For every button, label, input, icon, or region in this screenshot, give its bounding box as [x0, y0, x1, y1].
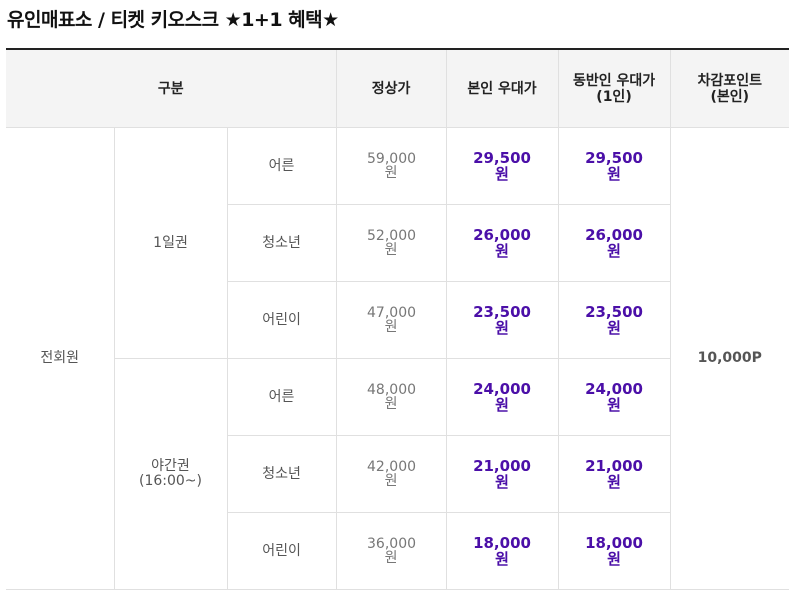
table-row: 청소년 42,000 원 21,000 원 21,000 원 [6, 435, 789, 513]
self-discount-cell: 29,500 원 [445, 127, 559, 205]
currency-unit: 원 [495, 164, 509, 183]
table-row: 전회원 1일권 어른 59,000 원 29,500 원 29,500 원 10,00… [6, 127, 790, 590]
header-regular-price: 정상가 [335, 49, 447, 128]
age-group-cell: 어른 [226, 127, 337, 205]
currency-unit: 원 [384, 395, 398, 412]
regular-price-value: 48,000 [367, 381, 417, 398]
currency-unit: 원 [495, 241, 509, 260]
regular-price-cell: 52,000 원 [335, 204, 447, 282]
self-discount-cell: 24,000 원 [445, 358, 559, 436]
regular-price-value: 59,000 [367, 150, 417, 167]
currency-unit: 원 [607, 549, 621, 568]
companion-discount-value: 18,000 [585, 533, 643, 552]
ticket-type-cell: 1일권 [113, 127, 227, 359]
companion-discount-value: 24,000 [585, 379, 643, 398]
currency-unit: 원 [384, 549, 398, 566]
table-row: 어린이 47,000 원 23,500 원 23,500 원 [6, 281, 789, 359]
regular-price-value: 42,000 [367, 458, 417, 475]
companion-discount-value: 26,000 [585, 225, 643, 244]
self-discount-cell: 18,000 원 [445, 512, 559, 590]
self-discount-value: 26,000 [473, 225, 531, 244]
header-companion-line2: (1인) [596, 88, 632, 105]
currency-unit: 원 [607, 318, 621, 337]
ticket-price-table: 구분 정상가 본인 우대가 동반인 우대가 (1인) 차감포인트 (본인) 전회… [6, 48, 790, 590]
header-points-line2: (본인) [710, 88, 750, 105]
regular-price-value: 47,000 [367, 304, 417, 321]
companion-discount-cell: 18,000 원 [557, 512, 671, 590]
regular-price-value: 36,000 [367, 535, 417, 552]
currency-unit: 원 [384, 472, 398, 489]
regular-price-cell: 48,000 원 [335, 358, 447, 436]
self-discount-value: 23,500 [473, 302, 531, 321]
self-discount-cell: 21,000 원 [445, 435, 559, 513]
age-group-cell: 어린이 [226, 281, 337, 359]
header-companion-line1: 동반인 우대가 [572, 72, 656, 89]
currency-unit: 원 [607, 241, 621, 260]
points-cell: 10,000P [669, 127, 790, 590]
currency-unit: 원 [607, 164, 621, 183]
header-companion-discount: 동반인 우대가 (1인) [557, 49, 671, 128]
self-discount-value: 24,000 [473, 379, 531, 398]
currency-unit: 원 [495, 395, 509, 414]
age-group-cell: 어린이 [226, 512, 337, 590]
age-group-cell: 청소년 [226, 204, 337, 282]
regular-price-cell: 59,000 원 [335, 127, 447, 205]
self-discount-value: 29,500 [473, 148, 531, 167]
currency-unit: 원 [384, 164, 398, 181]
currency-unit: 원 [495, 549, 509, 568]
table-header-row: 구분 정상가 본인 우대가 동반인 우대가 (1인) 차감포인트 (본인) [6, 49, 790, 128]
age-group-cell: 청소년 [226, 435, 337, 513]
regular-price-cell: 47,000 원 [335, 281, 447, 359]
companion-discount-value: 21,000 [585, 456, 643, 475]
self-discount-value: 18,000 [473, 533, 531, 552]
currency-unit: 원 [495, 318, 509, 337]
header-points-line1: 차감포인트 [697, 72, 762, 89]
table-row: 야간권 (16:00~) 어른 48,000 원 24,000 원 24,000 원 [6, 358, 789, 590]
currency-unit: 원 [607, 395, 621, 414]
companion-discount-cell: 29,500 원 [557, 127, 671, 205]
age-group-cell: 어른 [226, 358, 337, 436]
currency-unit: 원 [384, 318, 398, 335]
header-category: 구분 [6, 49, 337, 128]
regular-price-cell: 36,000 원 [335, 512, 447, 590]
currency-unit: 원 [384, 241, 398, 258]
regular-price-value: 52,000 [367, 227, 417, 244]
regular-price-cell: 42,000 원 [335, 435, 447, 513]
member-type-cell: 전회원 [6, 127, 114, 590]
companion-discount-value: 29,500 [585, 148, 643, 167]
currency-unit: 원 [495, 472, 509, 491]
companion-discount-cell: 21,000 원 [557, 435, 671, 513]
companion-discount-cell: 24,000 원 [557, 358, 671, 436]
page-title: 유인매표소 / 티켓 키오스크 ★1+1 혜택★ [7, 9, 339, 31]
currency-unit: 원 [607, 472, 621, 491]
ticket-type-name: 야간권 [151, 458, 190, 474]
companion-discount-value: 23,500 [585, 302, 643, 321]
self-discount-value: 21,000 [473, 456, 531, 475]
table-row: 청소년 52,000 원 26,000 원 26,000 원 [6, 204, 789, 282]
header-self-discount: 본인 우대가 [445, 49, 559, 128]
ticket-type-time: (16:00~) [139, 473, 202, 489]
ticket-type-cell: 야간권 (16:00~) [113, 358, 227, 590]
header-points: 차감포인트 (본인) [669, 49, 790, 128]
self-discount-cell: 26,000 원 [445, 204, 559, 282]
ticket-type-name: 1일권 [153, 234, 188, 251]
companion-discount-cell: 23,500 원 [557, 281, 671, 359]
table-row: 어린이 36,000 원 18,000 원 18,000 원 [6, 512, 789, 590]
companion-discount-cell: 26,000 원 [557, 204, 671, 282]
self-discount-cell: 23,500 원 [445, 281, 559, 359]
